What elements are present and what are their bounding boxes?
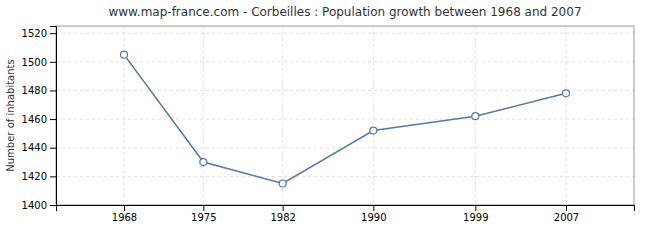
grid-line-x	[203, 26, 204, 205]
x-axis-tick: 1975	[191, 205, 216, 223]
y-axis-tick-mark	[50, 62, 56, 63]
plot-area: 1968 1975 1982 1990 1999 2007 1400 1420 1440 1460…	[22, 26, 635, 223]
grid-line-y	[56, 119, 634, 120]
y-axis-tick: 1420	[22, 171, 56, 182]
x-axis-tick: 2007	[554, 205, 579, 223]
grid-line-x	[373, 26, 374, 205]
grid-line-y	[56, 90, 634, 91]
y-axis-tick: 1460	[22, 114, 56, 125]
y-axis-tick-mark	[50, 148, 56, 149]
y-axis-tick-label: 1460	[22, 114, 47, 125]
grid-line-y	[56, 33, 634, 34]
grid-line-y	[56, 61, 634, 62]
grid-line-y	[56, 176, 634, 177]
y-axis-title: Number of inhabitants	[5, 59, 16, 171]
y-axis-tick-mark	[50, 119, 56, 120]
grid-line-x	[282, 26, 283, 205]
y-axis-tick: 1400	[22, 200, 56, 211]
point	[472, 113, 479, 120]
x-axis-tick-label: 1990	[361, 212, 386, 223]
x-axis: 1968 1975 1982 1990 1999 2007	[57, 205, 635, 223]
x-axis-tick: 1982	[270, 205, 295, 223]
y-axis-domain	[50, 27, 57, 206]
x-axis-tick-label: 2007	[554, 212, 579, 223]
point	[121, 51, 128, 58]
y-axis-tick-label: 1480	[22, 85, 47, 96]
y-axis-tick: 1440	[22, 142, 56, 153]
y-axis-tick: 1480	[22, 85, 56, 96]
y-axis: 1400 1420 1440 1460 1480 1500 1520	[22, 27, 57, 211]
y-axis-tick-label: 1420	[22, 171, 47, 182]
y-axis-tick-label: 1500	[22, 57, 47, 68]
x-axis-tick: 1999	[463, 205, 488, 223]
y-axis-tick-mark	[50, 176, 56, 177]
grid-line-x	[566, 26, 567, 205]
x-axis-tick-mark	[283, 205, 284, 211]
y-axis-tick: 1520	[22, 28, 56, 39]
y-axis-tick-mark	[50, 90, 56, 91]
x-axis-tick-label: 1982	[270, 212, 295, 223]
point	[370, 127, 377, 134]
y-axis-tick-label: 1400	[22, 200, 47, 211]
title: www.map-france.com - Corbeilles : Popula…	[108, 5, 581, 19]
x-axis-tick-label: 1999	[463, 212, 488, 223]
x-axis-tick-mark	[475, 205, 476, 211]
x-axis-tick-mark	[124, 205, 125, 211]
x-axis-tick: 1968	[112, 205, 137, 223]
x-axis-tick: 1990	[361, 205, 386, 223]
x-axis-tick-label: 1968	[112, 212, 137, 223]
y-axis-tick-mark	[50, 205, 56, 206]
point	[200, 159, 207, 166]
x-axis-domain	[57, 206, 635, 212]
x-axis-tick-mark	[566, 205, 567, 211]
y-axis-tick-mark	[50, 33, 56, 34]
grid	[56, 26, 634, 205]
y-axis-tick-label: 1440	[22, 142, 47, 153]
x-axis-tick-label: 1975	[191, 212, 216, 223]
y-axis-tick-label: 1520	[22, 28, 47, 39]
y-axis-tick: 1500	[22, 57, 56, 68]
x-axis-tick-mark	[373, 205, 374, 211]
chart: 1968 1975 1982 1990 1999 2007 1400 1420 1440 1460…	[0, 0, 650, 229]
x-axis-tick-mark	[203, 205, 204, 211]
line	[124, 55, 566, 184]
series	[121, 51, 570, 187]
plot-frame	[56, 26, 634, 205]
point	[563, 90, 570, 97]
point	[279, 180, 286, 187]
